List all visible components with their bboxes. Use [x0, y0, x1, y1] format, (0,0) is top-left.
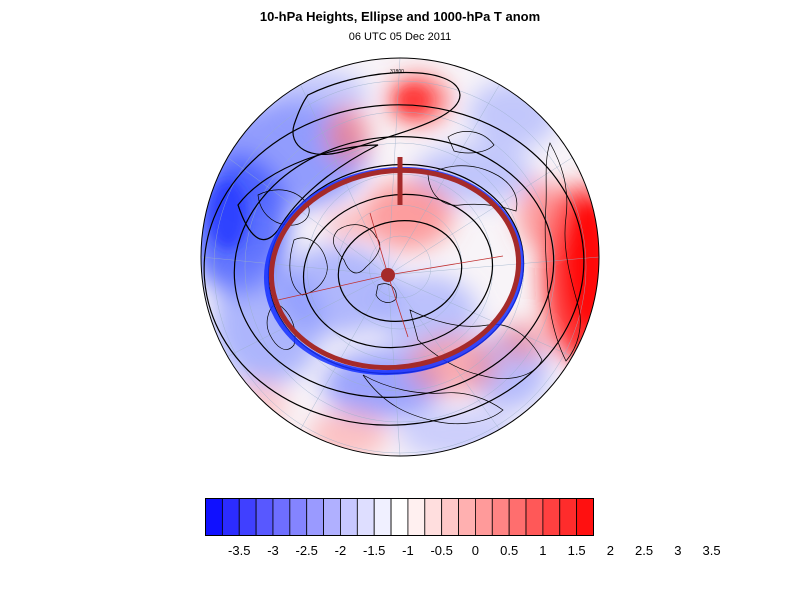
colorbar-cell	[424, 498, 443, 536]
colorbar-cell	[475, 498, 493, 536]
colorbar-cell	[323, 498, 341, 536]
chart-title: 10-hPa Heights, Ellipse and 1000-hPa T a…	[259, 9, 541, 24]
contour-label: 31800	[390, 69, 404, 75]
colorbar-cell	[340, 498, 358, 536]
colorbar-labels: -3.5 -3 -2.5 -2 -1.5 -1 -0.5 0 0.5 1 1.5 2 2.5 3 3.5	[0, 543, 800, 563]
colorbar-tick-label: 2	[606, 543, 614, 558]
colorbar-cell	[356, 498, 375, 536]
colorbar-cell	[508, 498, 527, 536]
colorbar-tick-label: -2.5	[295, 543, 318, 558]
colorbar-cell	[525, 498, 544, 536]
colorbar-cell	[289, 498, 308, 536]
colorbar-tick-label: 0	[471, 543, 480, 558]
colorbar-tick-label: -3.5	[228, 543, 251, 558]
colorbar-tick-label: 1	[539, 543, 547, 558]
colorbar-tick-label: -0.5	[430, 543, 453, 558]
chart-subtitle: 06 UTC 05 Dec 2011	[348, 31, 452, 43]
colorbar-cell	[373, 498, 392, 536]
ellipse-center-marker	[381, 268, 395, 282]
colorbar-cell	[390, 498, 409, 536]
colorbar	[205, 498, 594, 536]
colorbar-cell	[458, 498, 476, 536]
colorbar-cell	[221, 498, 240, 536]
colorbar-tick-label: -2	[334, 543, 347, 558]
colorbar-tick-label: -1	[402, 543, 414, 558]
colorbar-tick-label: 3	[674, 543, 682, 558]
colorbar-cell	[238, 498, 257, 536]
colorbar-cell	[306, 498, 324, 536]
polar-map: 31800	[200, 57, 600, 457]
colorbar-cell	[441, 498, 459, 536]
colorbar-cell	[576, 498, 594, 536]
colorbar-tick-label: -3	[267, 543, 279, 558]
colorbar-tick-label: 2.5	[635, 543, 654, 558]
colorbar-cell	[407, 498, 426, 536]
colorbar-cell	[491, 498, 510, 536]
fitted-ellipse	[268, 157, 522, 371]
colorbar-cell	[559, 498, 578, 536]
colorbar-tick-label: 1.5	[567, 543, 586, 558]
colorbar-cell	[542, 498, 561, 536]
colorbar-cell	[205, 498, 223, 536]
colorbar-tick-label: 0.5	[500, 543, 519, 558]
colorbar-tick-label: -1.5	[362, 543, 386, 558]
colorbar-cell	[255, 498, 274, 536]
colorbar-cell	[272, 498, 291, 536]
colorbar-tick-label: 3.5	[702, 543, 721, 558]
